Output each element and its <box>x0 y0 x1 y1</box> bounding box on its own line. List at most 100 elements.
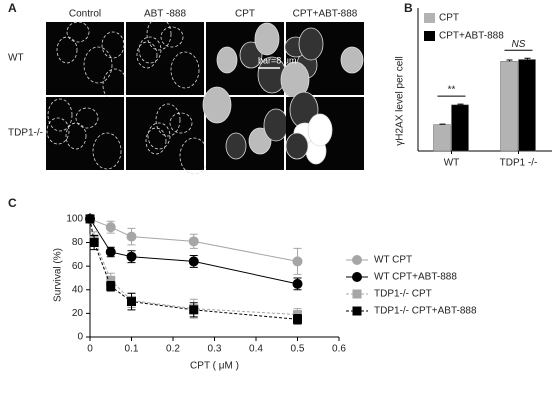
nucleus <box>83 46 113 84</box>
marker <box>85 214 95 224</box>
nucleus <box>145 127 167 155</box>
nucleus <box>263 108 289 142</box>
nucleus <box>285 132 309 160</box>
marker <box>106 281 116 291</box>
nucleus <box>155 103 181 137</box>
error-bar <box>457 103 464 105</box>
nucleus <box>160 26 184 48</box>
micrograph <box>126 22 204 95</box>
legend-marker <box>352 306 362 316</box>
nucleus <box>307 113 333 147</box>
micrograph <box>46 97 124 170</box>
series-line <box>89 218 298 320</box>
marker <box>126 251 137 262</box>
legend-marker <box>352 272 362 282</box>
marker <box>106 275 116 285</box>
y-tick-label: 60 <box>72 261 84 272</box>
y-tick-label: 100 <box>66 214 83 225</box>
panel-label: C <box>8 196 17 210</box>
legend-label: CPT <box>439 13 459 24</box>
x-tick-label: 0.4 <box>249 344 263 355</box>
marker <box>89 238 99 248</box>
marker <box>293 314 302 324</box>
y-tick-label: 0 <box>77 332 83 343</box>
bar <box>500 61 518 152</box>
marker <box>189 305 199 315</box>
bar <box>451 104 469 152</box>
y-tick-label: 20 <box>72 308 84 319</box>
marker <box>126 231 137 242</box>
x-axis-title: CPT ( μM ) <box>190 361 239 372</box>
marker <box>292 256 303 267</box>
nucleus <box>202 86 232 124</box>
bar <box>518 59 536 152</box>
nucleus <box>254 22 280 56</box>
panel-label: B <box>404 1 413 15</box>
nucleus <box>169 112 193 134</box>
nucleus <box>65 122 87 150</box>
legend-label: WT CPT <box>374 255 412 266</box>
nucleus <box>146 17 172 51</box>
marker <box>105 222 116 233</box>
nucleus <box>340 46 364 74</box>
series-line <box>89 218 298 285</box>
legend-label: TDP1-/- CPT+ABT-888 <box>374 306 477 317</box>
x-tick-label: 0.3 <box>208 344 222 355</box>
nucleus <box>66 21 90 43</box>
nucleus <box>216 46 238 74</box>
x-tick-label: WT <box>444 158 460 169</box>
nucleus <box>47 98 73 132</box>
y-axis-title: γH2AX level per cell <box>395 56 406 145</box>
x-tick-label: 0.5 <box>291 344 305 355</box>
y-tick-label: 40 <box>72 284 84 295</box>
nucleus <box>170 51 200 89</box>
marker <box>292 278 303 289</box>
x-tick-label: 0.1 <box>125 344 139 355</box>
error-bar <box>439 123 446 125</box>
nucleus <box>101 31 125 59</box>
y-tick-label: 80 <box>72 237 84 248</box>
micrograph <box>126 97 204 170</box>
nucleus <box>75 107 99 129</box>
legend-marker <box>352 289 362 299</box>
x-tick-label: 0.6 <box>332 344 346 355</box>
annotation: ** <box>448 85 456 96</box>
legend-label: TDP1-/- CPT <box>374 289 432 300</box>
legend-label: WT CPT+ABT-888 <box>374 272 457 283</box>
nucleus <box>248 127 272 155</box>
nucleus <box>136 41 158 69</box>
nucleus <box>298 27 324 61</box>
marker <box>188 236 199 247</box>
column-label: CPT+ABT-888 <box>293 9 358 20</box>
marker <box>127 297 136 307</box>
x-tick-label: 0 <box>87 344 93 355</box>
nucleus <box>147 122 171 150</box>
nucleus <box>239 41 263 69</box>
x-tick-label: TDP1 -/- <box>500 158 538 169</box>
panel-label: A <box>8 1 17 15</box>
marker <box>105 246 116 257</box>
nucleus <box>225 132 247 160</box>
nucleus <box>138 36 162 64</box>
y-axis-title: Survival (%) <box>53 248 64 302</box>
marker <box>188 256 199 267</box>
scale-bar-label: bar=8 μm <box>258 55 296 65</box>
column-label: ABT -888 <box>144 9 186 20</box>
column-label: CPT <box>235 9 255 20</box>
error-bar <box>524 57 531 60</box>
annotation: NS <box>512 39 526 50</box>
row-label: WT <box>8 53 24 64</box>
row-label: TDP1-/- <box>8 128 43 139</box>
column-label: Control <box>69 9 101 20</box>
nucleus <box>92 132 122 170</box>
legend-swatch <box>424 31 435 41</box>
error-bar <box>506 59 513 62</box>
legend-marker <box>352 255 362 265</box>
nucleus <box>56 36 78 64</box>
nucleus <box>46 117 70 145</box>
bar <box>433 124 451 152</box>
legend-swatch <box>424 13 435 23</box>
legend-label: CPT+ABT-888 <box>439 31 504 42</box>
x-tick-label: 0.2 <box>166 344 180 355</box>
